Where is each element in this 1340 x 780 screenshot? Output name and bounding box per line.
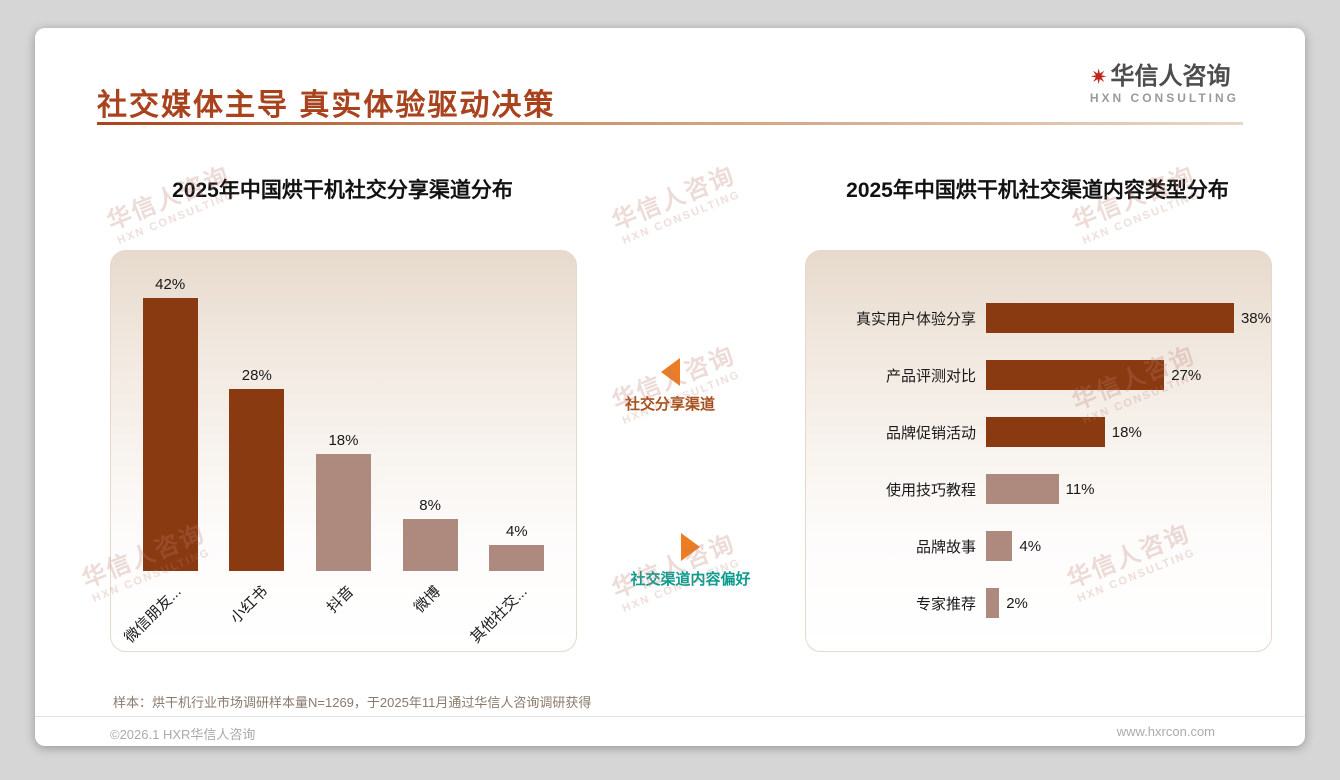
left-chart-pointer: 社交分享渠道 — [580, 358, 760, 414]
bar-column: 28% 小红书 — [227, 271, 285, 627]
slide-card: 社交媒体主导 真实体验驱动决策 ✷ 华信人咨询 HXN CONSULTING 20… — [35, 28, 1305, 746]
logo-star-icon: ✷ — [1089, 66, 1108, 89]
bar — [986, 417, 1105, 447]
bar — [229, 389, 285, 571]
website-url: www.hxrcon.com — [1116, 724, 1215, 739]
bar-value-label: 4% — [505, 523, 528, 540]
bar — [986, 303, 1234, 333]
logo-cn-text: 华信人咨询 — [1110, 63, 1231, 90]
bar-value-label: 18% — [328, 432, 359, 449]
bar — [986, 360, 1165, 390]
bar — [142, 298, 198, 571]
bar-value-label: 18% — [1111, 423, 1142, 441]
vertical-bar-chart: 42% 微信朋友... 28% 小红书 18% 抖音 8% 微博 4% 其他社交... — [111, 271, 576, 646]
bar-value-label: 28% — [241, 367, 272, 384]
copyright-text: ©2026.1 HXR华信人咨询 — [110, 727, 256, 742]
sample-footnote: 样本：烘干机行业市场调研样本量N=1269，于2025年11月通过华信人咨询调研… — [113, 695, 592, 710]
horizontal-bar-chart: 真实用户体验分享 38% 产品评测对比 27% 品牌促销活动 18% 使用技巧教程 11% 品牌… — [806, 303, 1271, 618]
bar-row: 真实用户体验分享 38% — [806, 303, 1271, 333]
bar-category-label: 产品评测对比 — [885, 367, 976, 385]
bar — [315, 454, 371, 571]
bar-row: 产品评测对比 27% — [806, 360, 1271, 390]
bar-column: 18% 抖音 — [315, 271, 371, 616]
bar-column: 42% 微信朋友... — [121, 271, 198, 646]
bar-row: 使用技巧教程 11% — [806, 474, 1271, 504]
right-pointer-label: 社交渠道内容偏好 — [630, 571, 751, 588]
bar-row: 专家推荐 2% — [806, 588, 1271, 618]
bar-category-label: 真实用户体验分享 — [855, 310, 976, 328]
bar — [402, 519, 458, 571]
bar-category-label: 抖音 — [324, 583, 358, 617]
left-chart-panel: 42% 微信朋友... 28% 小红书 18% 抖音 8% 微博 4% 其他社交... — [110, 250, 577, 652]
bar-category-label: 其他社交... — [467, 583, 531, 647]
watermark-en: HXN CONSULTING — [620, 188, 743, 247]
logo-en: HXN CONSULTING — [1089, 91, 1239, 105]
watermark-cn: 华信人咨询 — [608, 161, 740, 236]
bar-column: 4% 其他社交... — [468, 271, 545, 646]
bar — [986, 474, 1059, 504]
logo-cn: ✷ 华信人咨询 — [1090, 64, 1239, 91]
bar-row: 品牌故事 4% — [806, 531, 1271, 561]
bar-category-label: 微信朋友... — [121, 583, 185, 647]
arrow-right-icon — [681, 533, 700, 561]
bar-category-label: 品牌故事 — [915, 538, 976, 556]
bar-category-label: 使用技巧教程 — [885, 481, 976, 499]
bar-value-label: 42% — [155, 276, 186, 293]
left-chart-title: 2025年中国烘干机社交分享渠道分布 — [172, 179, 513, 202]
right-chart-panel: 真实用户体验分享 38% 产品评测对比 27% 品牌促销活动 18% 使用技巧教程 11% 品牌… — [805, 250, 1272, 652]
bar — [986, 531, 1013, 561]
company-logo: ✷ 华信人咨询 HXN CONSULTING — [1089, 64, 1239, 106]
left-pointer-label: 社交分享渠道 — [624, 396, 715, 413]
bar-category-label: 专家推荐 — [915, 595, 976, 613]
bar-row: 品牌促销活动 18% — [806, 417, 1271, 447]
bar-value-label: 2% — [1006, 594, 1028, 612]
bar — [489, 545, 545, 571]
watermark: 华信人咨询 HXN CONSULTING — [606, 155, 744, 247]
bar-category-label: 品牌促销活动 — [885, 424, 976, 442]
bar-value-label: 4% — [1019, 537, 1042, 555]
bar-column: 8% 微博 — [402, 271, 458, 616]
right-chart-title: 2025年中国烘干机社交渠道内容类型分布 — [846, 179, 1229, 202]
page-title: 社交媒体主导 真实体验驱动决策 — [97, 89, 556, 122]
bar — [986, 588, 1000, 618]
bar-value-label: 38% — [1240, 309, 1271, 327]
bar-category-label: 微博 — [411, 583, 445, 617]
bar-value-label: 8% — [419, 497, 441, 514]
footer-divider — [35, 716, 1305, 717]
right-chart-pointer: 社交渠道内容偏好 — [593, 533, 788, 589]
arrow-left-icon — [660, 358, 680, 386]
bar-value-label: 11% — [1065, 480, 1095, 498]
bar-value-label: 27% — [1171, 366, 1202, 384]
header-divider — [97, 122, 1243, 125]
bar-category-label: 小红书 — [227, 583, 271, 627]
